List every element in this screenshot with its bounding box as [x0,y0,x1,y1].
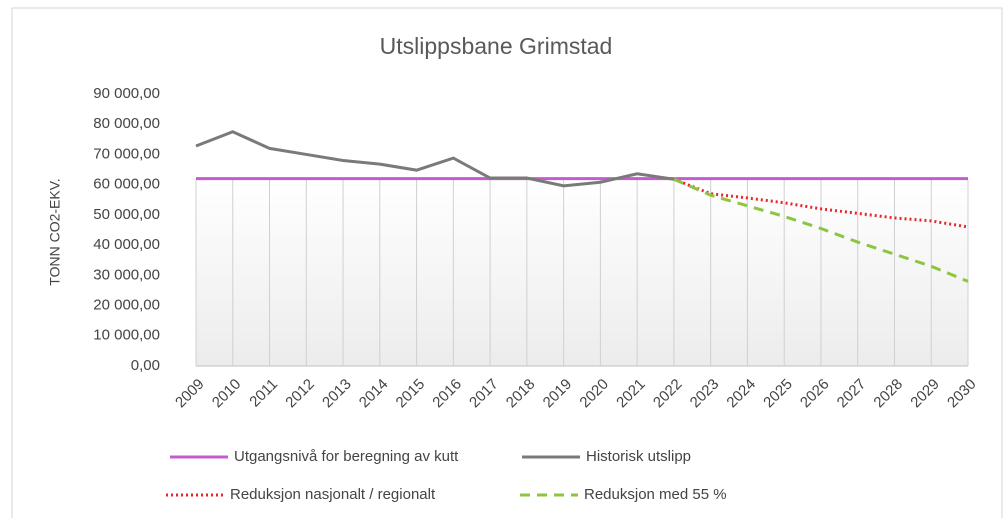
y-tick-label: 70 000,00 [93,145,160,162]
y-tick-label: 60 000,00 [93,176,160,193]
y-tick-label: 50 000,00 [93,206,160,223]
legend-label: Historisk utslipp [586,448,691,465]
y-axis-label: TONN CO2-EKV. [47,178,63,285]
legend-label: Reduksjon nasjonalt / regionalt [230,486,436,503]
series-line [673,177,969,283]
y-tick-label: 20 000,00 [93,297,160,314]
legend-label: Reduksjon med 55 % [584,486,727,503]
y-tick-label: 80 000,00 [93,115,160,132]
y-tick-label: 30 000,00 [93,266,160,283]
series-line [673,177,969,229]
plot-background [196,180,968,366]
chart-title: Utslippsbane Grimstad [380,33,613,59]
y-tick-label: 0,00 [131,357,160,374]
legend-label: Utgangsnivå for beregning av kutt [234,448,459,465]
series-line [195,130,675,188]
y-tick-label: 10 000,00 [93,327,160,344]
y-tick-label: 90 000,00 [93,85,160,102]
y-tick-label: 40 000,00 [93,236,160,253]
